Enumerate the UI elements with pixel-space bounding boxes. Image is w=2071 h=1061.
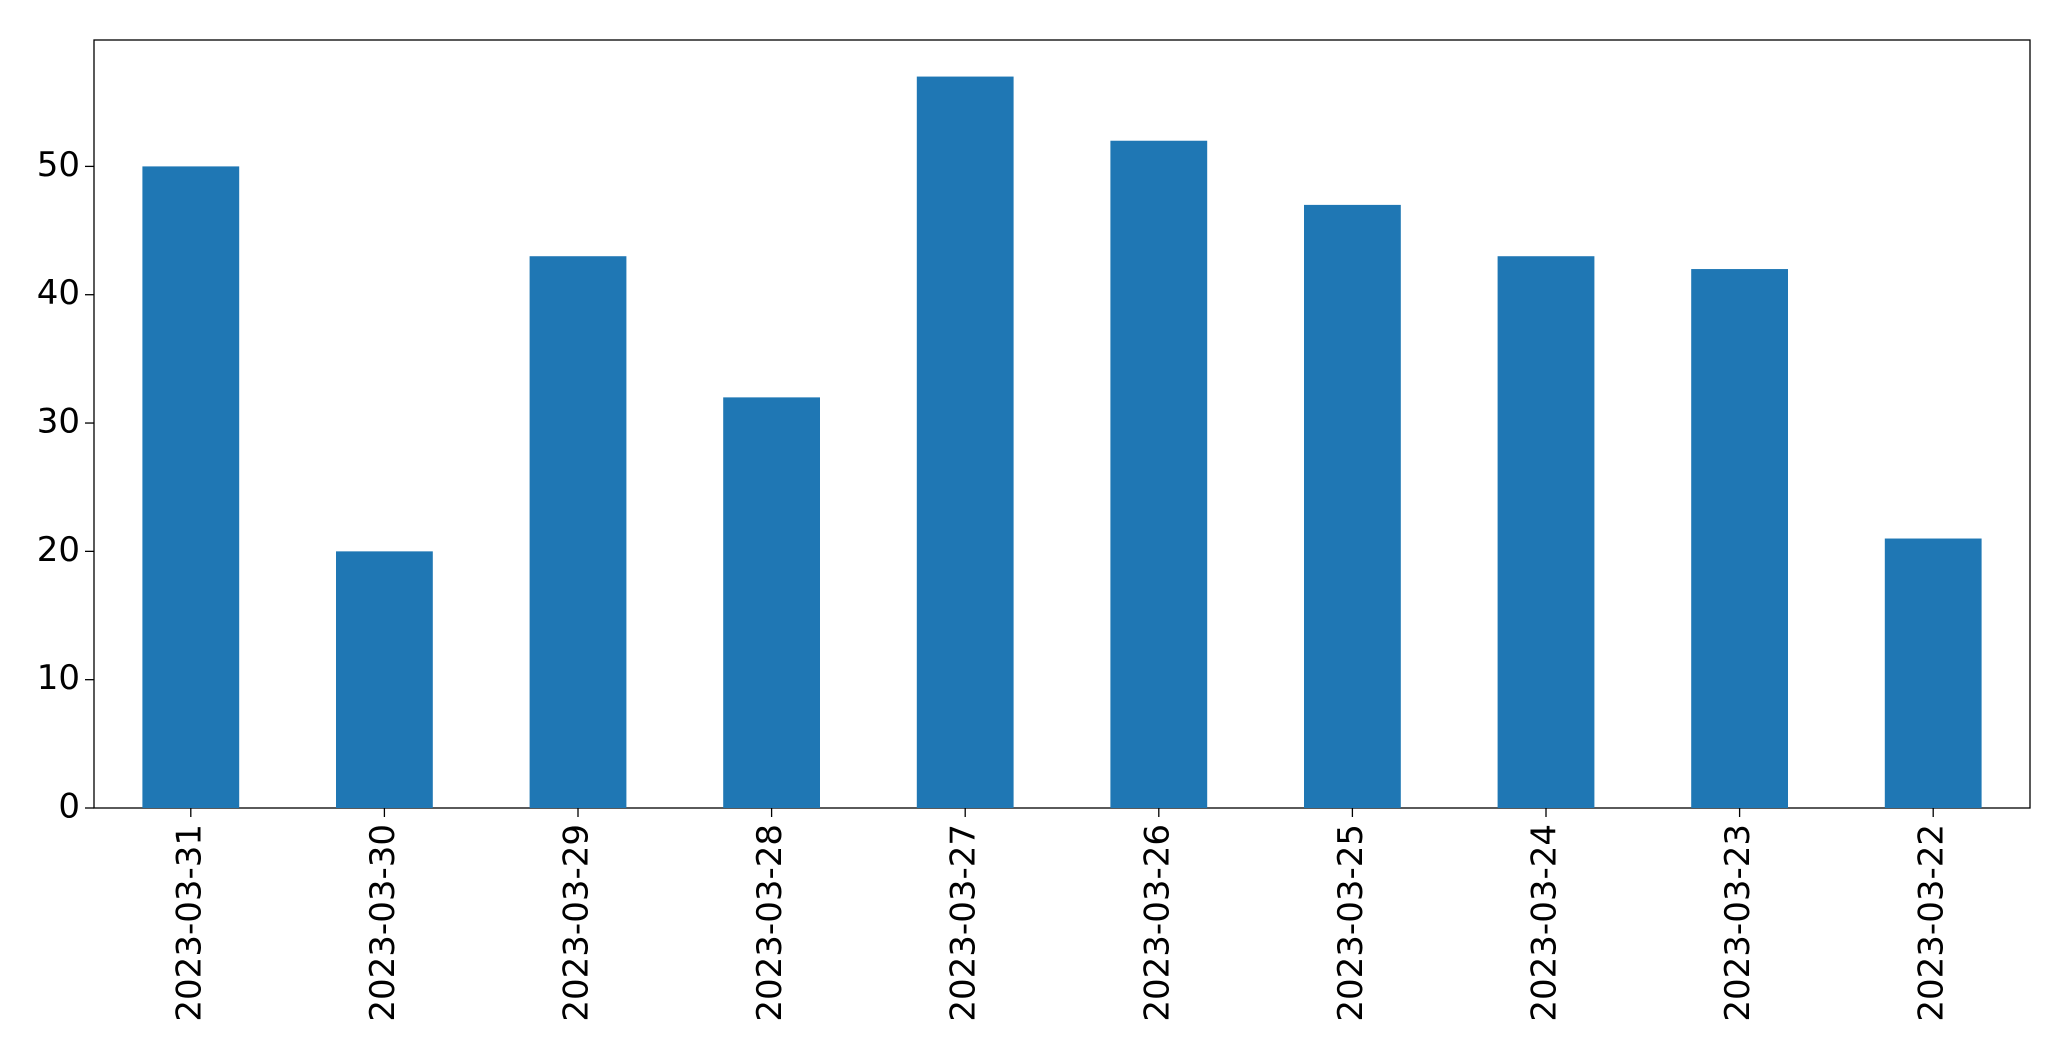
bar xyxy=(1884,538,1982,808)
x-tick-label: 2023-03-29 xyxy=(557,824,597,1022)
bar xyxy=(1497,256,1595,808)
y-tick-label: 30 xyxy=(37,402,80,442)
x-tick-label: 2023-03-22 xyxy=(1912,824,1952,1022)
x-tick-label: 2023-03-26 xyxy=(1137,824,1177,1022)
bar xyxy=(723,397,820,808)
bar xyxy=(529,256,627,808)
x-tick-label: 2023-03-24 xyxy=(1525,824,1565,1022)
bar xyxy=(1304,204,1401,809)
x-tick-label: 2023-03-31 xyxy=(169,824,209,1022)
y-tick-label: 10 xyxy=(37,658,80,698)
bar xyxy=(916,76,1014,809)
plot-frame xyxy=(93,39,2031,809)
x-tick-label: 2023-03-30 xyxy=(363,824,403,1022)
x-tick-label: 2023-03-25 xyxy=(1331,824,1371,1022)
bar xyxy=(142,166,240,808)
bar xyxy=(1110,140,1208,809)
y-tick-label: 50 xyxy=(37,145,80,185)
y-tick-label: 20 xyxy=(37,530,80,570)
bar xyxy=(1691,269,1788,809)
y-tick-label: 40 xyxy=(37,273,80,313)
y-tick-label: 0 xyxy=(58,787,80,827)
x-tick-label: 2023-03-28 xyxy=(750,824,790,1022)
bar xyxy=(336,551,433,808)
x-tick-label: 2023-03-27 xyxy=(944,824,984,1022)
x-tick-label: 2023-03-23 xyxy=(1718,824,1758,1022)
